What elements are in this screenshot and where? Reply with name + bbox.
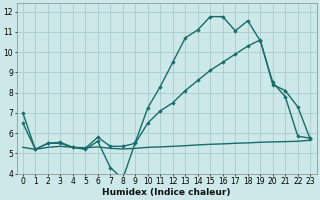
X-axis label: Humidex (Indice chaleur): Humidex (Indice chaleur) — [102, 188, 231, 197]
